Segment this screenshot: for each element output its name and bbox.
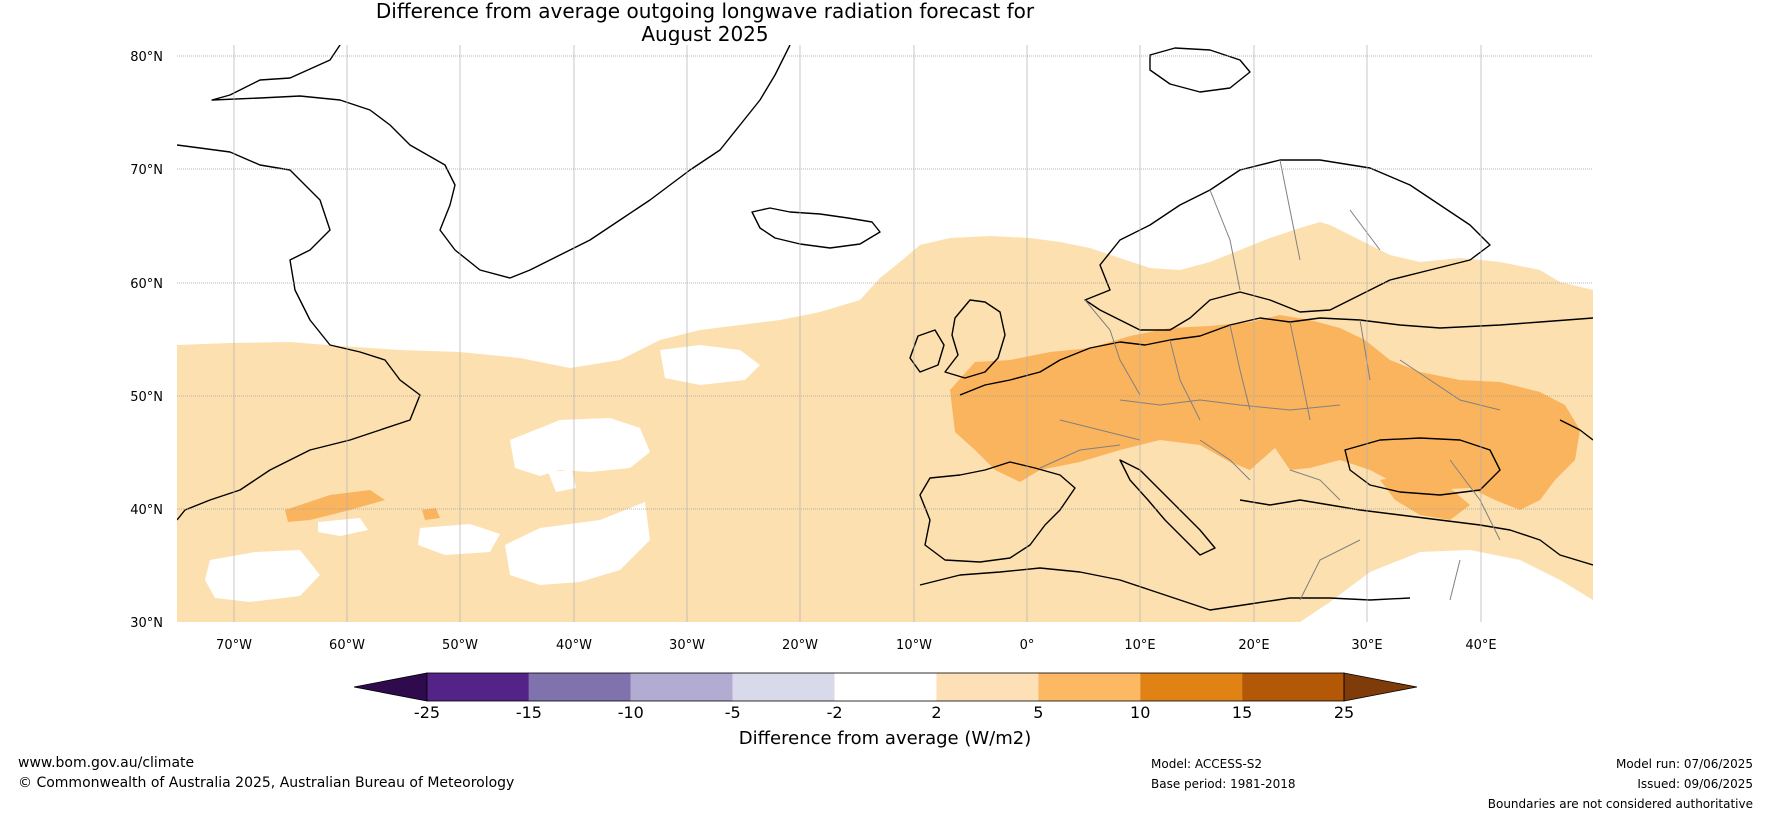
border-lines	[1039, 159, 1501, 601]
colorbar-segment	[528, 673, 631, 701]
footer-model-run: Model run: 07/06/2025	[1615, 757, 1753, 771]
colorbar-tick-label: 25	[1334, 703, 1354, 722]
colorbar-tick-label: 10	[1130, 703, 1150, 722]
balkans-turkey-coast	[1239, 499, 1593, 566]
colorbar-outline	[426, 672, 1345, 702]
chart-title: Difference from average outgoing longwav…	[0, 0, 1410, 46]
mid-orange-patch-atlantic	[285, 490, 385, 522]
svalbard-coast	[1149, 47, 1251, 93]
colorbar-tick-label: -15	[516, 703, 542, 722]
lat-label-70: 70°N	[130, 163, 163, 178]
lon-label-60w: 60°W	[329, 638, 365, 653]
white-patch-sahara-east	[1300, 550, 1593, 622]
lat-label-60: 60°N	[130, 277, 163, 292]
white-patch-caribbean-tail	[318, 518, 368, 536]
lon-label-40w: 40°W	[556, 638, 592, 653]
mid-orange-patch-small	[422, 508, 440, 520]
colorbar-segment	[630, 673, 733, 701]
lon-label-0: 0°	[1020, 638, 1035, 653]
lon-label-10e: 10°E	[1124, 638, 1155, 653]
north-africa-coast	[919, 567, 1411, 611]
colorbar-tick-label: 2	[931, 703, 941, 722]
colorbar-ticks: -25 -15 -10 -5 -2 2 5 10 15 25	[414, 703, 1354, 722]
greenland-coast	[211, 45, 791, 279]
colorbar-label: Difference from average (W/m2)	[738, 728, 1032, 749]
lon-label-40e: 40°E	[1465, 638, 1496, 653]
light-orange-region	[177, 222, 1593, 622]
meridians	[233, 45, 1482, 622]
colorbar-tick-label: -5	[725, 703, 741, 722]
graticule	[177, 55, 1593, 510]
mid-orange-region-europe	[950, 315, 1580, 510]
iberia-coast	[919, 461, 1076, 563]
colorbar	[353, 672, 1418, 702]
scandinavia-coast	[1084, 159, 1491, 331]
north-america-coast	[177, 144, 421, 521]
lon-label-50w: 50°W	[442, 638, 478, 653]
footer-model: Model: ACCESS-S2	[1151, 757, 1263, 771]
colorbar-tick-label: 15	[1232, 703, 1252, 722]
colorbar-segment	[1140, 673, 1243, 701]
footer-website: www.bom.gov.au/climate	[18, 755, 195, 771]
white-patch-central-atlantic	[510, 418, 650, 476]
colorbar-tick-label: 5	[1033, 703, 1043, 722]
colorbar-segment	[427, 673, 529, 701]
white-patch-north-atlantic	[660, 345, 760, 385]
anomaly-fields	[177, 155, 1593, 622]
italy-coast	[1119, 459, 1216, 556]
colorbar-segment	[936, 673, 1039, 701]
british-isles-coast	[944, 299, 1006, 379]
europe-mainland-coast	[959, 317, 1593, 396]
lat-label-80: 80°N	[130, 50, 163, 65]
colorbar-extend-high	[1343, 672, 1418, 702]
title-line-2: August 2025	[641, 22, 769, 46]
colorbar-segment	[1242, 673, 1344, 701]
ireland-coast	[909, 329, 945, 373]
colorbar-segment	[834, 673, 937, 701]
longitude-labels: 70°W 60°W 50°W 40°W 30°W 20°W 10°W 0° 10…	[216, 638, 1497, 653]
colorbar-tick-label: -10	[618, 703, 644, 722]
colorbar-extend-low	[353, 672, 428, 702]
lat-label-50: 50°N	[130, 390, 163, 405]
footer-issued: Issued: 09/06/2025	[1637, 777, 1753, 791]
caspian-coast	[1559, 419, 1593, 441]
lat-label-40: 40°N	[130, 503, 163, 518]
white-patch-central-atlantic-south	[505, 502, 650, 585]
lon-label-20e: 20°E	[1238, 638, 1269, 653]
latitude-labels: 80°N 70°N 60°N 50°N 40°N 30°N	[130, 50, 163, 631]
white-patch-small	[548, 470, 576, 492]
lon-label-30w: 30°W	[669, 638, 705, 653]
country-borders	[1039, 159, 1501, 601]
lon-label-10w: 10°W	[896, 638, 932, 653]
footer-base-period: Base period: 1981-2018	[1151, 777, 1296, 791]
lon-label-70w: 70°W	[216, 638, 252, 653]
lon-label-20w: 20°W	[782, 638, 818, 653]
white-patch-mid-atlantic-small	[418, 524, 500, 555]
footer-copyright: © Commonwealth of Australia 2025, Austra…	[18, 775, 515, 791]
colorbar-segment	[1038, 673, 1141, 701]
mid-orange-patch-caspian	[1380, 472, 1470, 520]
white-patch-scandinavia-interior	[1180, 155, 1320, 226]
colorbar-segment	[732, 673, 835, 701]
title-line-1: Difference from average outgoing longwav…	[375, 0, 1035, 23]
colorbar-tick-label: -25	[414, 703, 440, 722]
lon-label-30e: 30°E	[1351, 638, 1382, 653]
lat-label-30: 30°N	[130, 616, 163, 631]
iceland-coast	[751, 207, 881, 249]
footer-disclaimer: Boundaries are not considered authoritat…	[1487, 797, 1753, 811]
coastlines	[177, 45, 1593, 611]
colorbar-tick-label: -2	[827, 703, 843, 722]
